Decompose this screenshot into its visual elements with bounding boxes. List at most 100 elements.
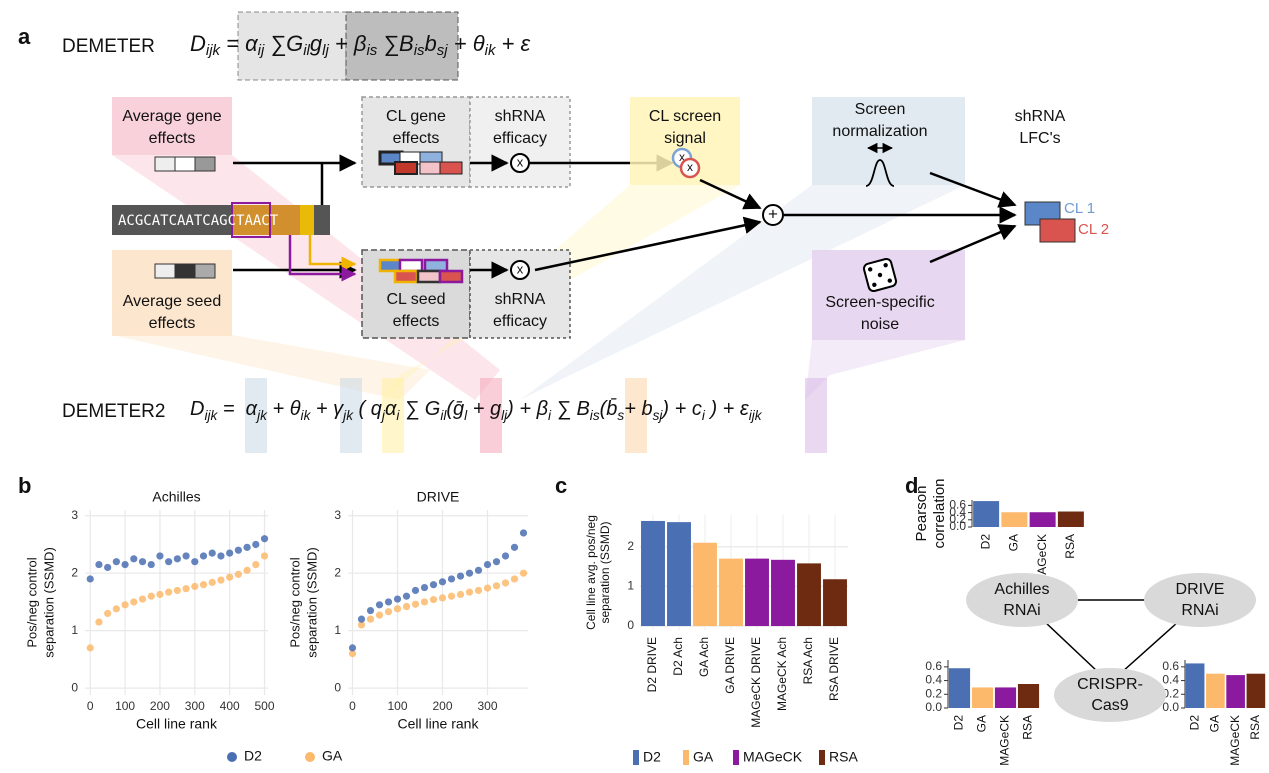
y-axis-label: correlation [931,478,948,548]
formula-term: B [576,398,589,420]
signal-symbol: x [679,150,685,164]
point [474,586,483,595]
point [357,621,366,629]
y-axis-label: separation (SSMD) [41,547,56,658]
legend-marker [305,752,315,762]
x-tick-label: 500 [254,699,274,713]
point [447,575,456,583]
model-name: DEMETER [62,36,155,57]
bar [693,542,717,627]
x-tick-label: GA [1208,715,1222,732]
box-label: CL seed [387,291,446,308]
point [420,583,429,592]
formula: Dijk = αjk + θik + γjk ( qjαi ∑ Gil(ḡl +… [190,397,763,422]
x-tick-label: RSA DRIVE [827,637,841,701]
point [519,569,528,577]
formula-term: i [702,408,706,423]
arrow [929,224,1017,264]
x-tick-label: MAGeCK [998,715,1012,766]
point [447,592,456,600]
point [393,605,402,613]
lfc-tile [1039,218,1076,243]
point [217,576,225,584]
effect-tile [439,161,463,175]
y-tick-label: 0.2 [1162,686,1179,700]
effect-tile [378,258,404,273]
box-label: noise [861,316,899,333]
point [465,569,474,577]
bar [1185,663,1205,708]
formula-term: ε [740,398,750,420]
point [357,615,366,623]
x-tick-label: D2 [952,715,966,731]
formula-term: i [396,408,400,423]
operator [510,153,530,173]
edge [1121,621,1179,673]
formula-term: is [366,42,377,59]
point [375,611,384,619]
node-label: Achilles [994,581,1049,598]
box-label: effects [393,313,440,330]
bar [1057,511,1084,527]
arrow [534,216,762,272]
bar [641,520,665,627]
x-tick-label: 200 [150,699,170,713]
y-tick-label: 0 [334,680,341,694]
x-tick-label: MAGeCK Ach [775,637,789,711]
chart-title: Achilles [152,489,200,505]
formula-term: ∑ [264,31,286,56]
point [429,596,438,604]
y-tick-label: 0.4 [925,673,942,687]
formula-term: ) + [505,398,536,420]
box-label: Average gene [122,108,221,125]
box-label: CL screen [649,108,721,125]
effect-tile [154,263,176,279]
point [510,575,519,583]
legend-label: D2 [643,749,661,765]
point [492,582,501,590]
effect-tile [423,258,449,273]
formula-term: is [590,408,600,423]
sequence-part: ACGCATCAAT [118,213,203,229]
point [483,584,492,592]
box-label: efficacy [493,130,547,147]
point [456,572,465,580]
operator [510,260,530,280]
formula-term: + [267,398,290,420]
bar [1029,512,1056,527]
point [384,608,393,616]
dice-dot [868,267,873,272]
sequence-part: CAGCTAACT [202,213,278,229]
bar [797,563,821,627]
point [208,549,216,557]
formula-term: jk [255,408,268,423]
formula-term: θ [473,31,485,56]
formula-term: ijk [749,408,763,423]
x-tick-label: 0 [349,699,356,713]
legend-label: GA [693,749,714,765]
y-axis-label: Pos/neg control [24,557,39,647]
y-tick-label: 0 [627,618,634,632]
box-label: shRNA [495,108,546,125]
effect-tile [154,156,176,172]
effect-tile [194,263,216,279]
operator-symbol: x [517,261,524,276]
point [384,598,393,606]
box-label: normalization [832,123,927,140]
point [138,595,147,603]
y-tick-label: 3 [71,508,78,522]
point [483,560,492,569]
point [191,558,199,566]
node-label: CRISPR- [1077,676,1143,693]
point [492,558,501,566]
x-tick-label: D2 DRIVE [645,637,659,692]
bar [1206,673,1225,708]
point [402,602,411,611]
formula-term: j [380,408,386,423]
arrow [288,235,357,282]
point [226,573,234,581]
cell-line-label: CL 1 [1064,200,1095,217]
panel-label: c [555,473,567,498]
point [217,552,225,560]
formula-term: ijk [206,42,222,59]
